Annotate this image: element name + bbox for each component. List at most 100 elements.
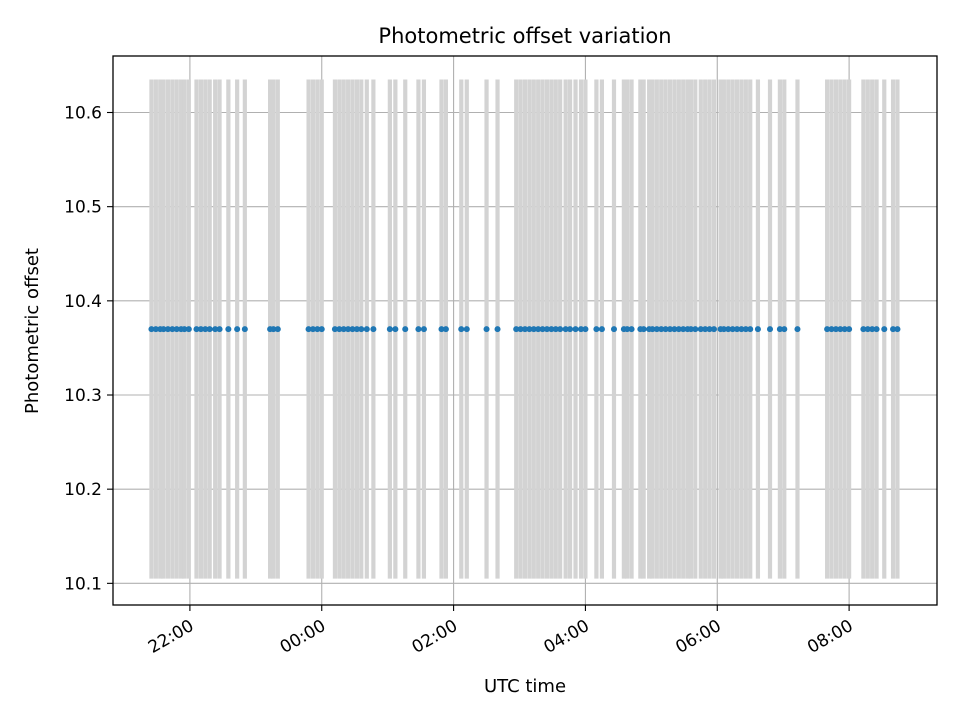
x-axis-title: UTC time xyxy=(484,676,566,697)
data-point xyxy=(658,326,665,333)
data-point xyxy=(148,326,155,333)
data-point xyxy=(552,326,559,333)
data-point xyxy=(572,326,579,333)
data-point xyxy=(494,326,501,333)
data-point xyxy=(530,326,537,333)
data-point xyxy=(318,326,325,333)
data-point xyxy=(706,326,713,333)
data-point xyxy=(535,326,542,333)
data-point xyxy=(442,326,449,333)
data-point xyxy=(152,326,159,333)
data-point xyxy=(185,326,192,333)
data-point xyxy=(548,326,555,333)
y-tick-label: 10.2 xyxy=(64,480,102,500)
data-point xyxy=(680,326,687,333)
chart-title: Photometric offset variation xyxy=(378,24,671,48)
data-point xyxy=(738,326,745,333)
data-point xyxy=(781,326,788,333)
data-point xyxy=(864,326,871,333)
data-point xyxy=(193,326,200,333)
data-point xyxy=(353,326,360,333)
data-point xyxy=(794,326,801,333)
data-point xyxy=(720,326,727,333)
data-point xyxy=(420,326,427,333)
data-point xyxy=(754,326,761,333)
data-point xyxy=(483,326,490,333)
data-point xyxy=(824,326,831,333)
data-point xyxy=(671,326,678,333)
y-tick-label: 10.6 xyxy=(64,104,102,124)
data-point xyxy=(212,326,219,333)
data-point xyxy=(662,326,669,333)
data-point xyxy=(578,326,585,333)
data-point xyxy=(869,326,876,333)
data-point xyxy=(767,326,774,333)
data-point xyxy=(386,326,393,333)
data-point xyxy=(169,326,176,333)
y-tick-label: 10.4 xyxy=(64,292,102,312)
data-point xyxy=(624,326,631,333)
data-point xyxy=(562,326,569,333)
data-point xyxy=(593,326,600,333)
data-point xyxy=(225,326,232,333)
data-point xyxy=(363,326,370,333)
data-point xyxy=(392,326,399,333)
data-point xyxy=(725,326,732,333)
data-point xyxy=(305,326,312,333)
data-point xyxy=(598,326,605,333)
data-point xyxy=(345,326,352,333)
data-point xyxy=(675,326,682,333)
data-point xyxy=(710,326,717,333)
data-point xyxy=(640,326,647,333)
data-point xyxy=(234,326,241,333)
data-point xyxy=(314,326,321,333)
data-point xyxy=(747,326,754,333)
data-point xyxy=(841,326,848,333)
data-point xyxy=(557,326,564,333)
data-point xyxy=(837,326,844,333)
data-point xyxy=(522,326,528,333)
y-axis-title: Photometric offset xyxy=(22,248,43,414)
data-point xyxy=(197,326,204,333)
data-point xyxy=(458,326,465,333)
data-point xyxy=(206,326,213,333)
data-point xyxy=(358,326,365,333)
data-point xyxy=(828,326,835,333)
data-point xyxy=(160,326,167,333)
data-point xyxy=(687,326,694,333)
data-point xyxy=(697,326,704,333)
data-point xyxy=(776,326,783,333)
y-tick-label: 10.3 xyxy=(64,386,102,406)
data-point xyxy=(729,326,736,333)
data-point xyxy=(628,326,635,333)
data-point xyxy=(881,326,888,333)
data-point xyxy=(692,326,699,333)
data-point xyxy=(202,326,209,333)
data-point xyxy=(241,326,248,333)
y-axis-ticks: 10.1 10.2 10.3 10.4 10.5 10.6 xyxy=(64,104,113,594)
data-point xyxy=(890,326,897,333)
data-point xyxy=(543,326,550,333)
data-point xyxy=(309,326,316,333)
data-point xyxy=(513,326,520,333)
data-point xyxy=(894,326,901,333)
data-point xyxy=(582,326,589,333)
data-point xyxy=(181,326,188,333)
data-point xyxy=(567,326,574,333)
data-point xyxy=(832,326,839,333)
data-point xyxy=(340,326,347,333)
data-points xyxy=(148,326,901,333)
data-point xyxy=(164,326,171,333)
data-point xyxy=(463,326,470,333)
data-point xyxy=(331,326,338,333)
data-point xyxy=(517,326,524,333)
data-point xyxy=(610,326,617,333)
data-point xyxy=(539,326,546,333)
data-point xyxy=(270,326,277,333)
data-point xyxy=(370,326,377,333)
data-point xyxy=(173,326,180,333)
data-point xyxy=(274,326,281,333)
data-point xyxy=(734,326,741,333)
data-point xyxy=(653,326,660,333)
